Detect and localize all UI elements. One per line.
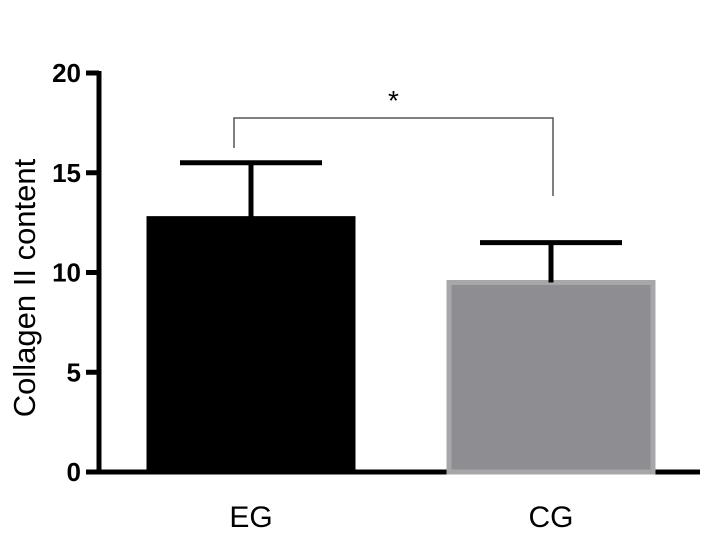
- y-tick-label: 5: [67, 357, 81, 387]
- bar-eg: [146, 216, 356, 475]
- y-tick-label: 0: [67, 457, 81, 487]
- x-category-label: EG: [229, 501, 272, 534]
- bar-cg: [446, 279, 656, 475]
- y-ticks: 0 5 10 15 20: [52, 58, 99, 487]
- y-tick-label: 20: [52, 58, 81, 88]
- y-axis-label: Collagen II content: [7, 158, 42, 417]
- significance-label: *: [388, 85, 399, 116]
- significance-line: [233, 117, 554, 196]
- x-category-labels: EG CG: [229, 501, 573, 534]
- y-tick-label: 15: [52, 158, 81, 188]
- significance-bracket: *: [233, 85, 554, 196]
- x-category-label: CG: [529, 501, 574, 534]
- bars: [146, 216, 656, 475]
- error-bars: [180, 160, 622, 283]
- y-tick-label: 10: [52, 258, 81, 288]
